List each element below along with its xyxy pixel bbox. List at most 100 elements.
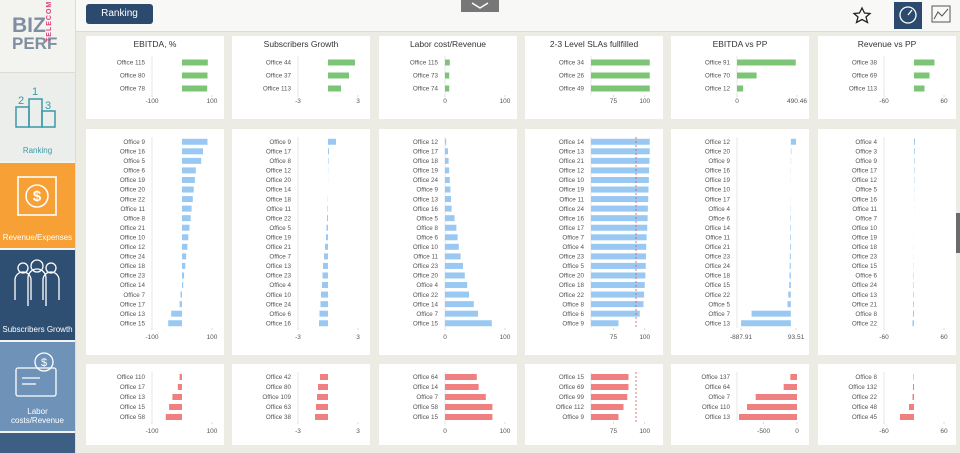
bar: [445, 301, 474, 308]
bar: [445, 291, 469, 298]
category-label: Office 10: [852, 225, 878, 232]
bar: [789, 253, 791, 260]
bar: [914, 157, 915, 164]
x-tick-label: 75: [610, 334, 618, 341]
category-label: Office 16: [413, 206, 439, 213]
category-label: Office 18: [705, 273, 731, 280]
bar: [326, 234, 328, 241]
category-label: Office 5: [269, 225, 291, 232]
bar: [912, 394, 914, 400]
chart-panel: EBITDA, % Office 115 Office 80 Office 78 -10…: [86, 36, 224, 119]
category-label: Office 22: [852, 394, 878, 401]
category-label: Office 5: [708, 301, 730, 308]
bar: [182, 205, 192, 212]
bar: [788, 291, 791, 298]
category-label: Office 19: [559, 187, 585, 194]
category-label: Office 37: [266, 73, 292, 80]
chart-icon[interactable]: [931, 5, 951, 23]
nav-item[interactable]: [0, 433, 75, 453]
category-label: Office 99: [559, 394, 585, 401]
bar: [591, 138, 650, 145]
category-label: Office 12: [266, 168, 292, 175]
category-label: Office 21: [120, 225, 146, 232]
bar: [171, 310, 182, 317]
bar: [168, 320, 182, 327]
x-tick-label: 100: [207, 428, 218, 435]
chart-panel: Office 110 Office 17 Office 13 Office 15 Off…: [86, 364, 224, 445]
x-tick-label: 490.46: [787, 98, 807, 105]
bar: [789, 282, 791, 289]
category-label: Office 11: [559, 196, 584, 203]
chart-title: Revenue vs PP: [858, 39, 917, 49]
nav-item[interactable]: $ Labor costs/Revenue: [0, 342, 75, 431]
svg-text:3: 3: [45, 100, 51, 112]
bar: [445, 384, 479, 390]
category-label: Office 6: [855, 273, 877, 280]
bar: [913, 384, 914, 390]
bar: [445, 272, 465, 279]
bar: [591, 205, 648, 212]
favorite-icon[interactable]: [852, 6, 872, 24]
category-label: Office 15: [852, 263, 878, 270]
category-label: Office 112: [556, 404, 585, 411]
bar: [747, 404, 797, 410]
category-label: Office 16: [120, 149, 146, 156]
bar: [900, 414, 914, 420]
bar: [913, 291, 914, 298]
bar: [790, 374, 797, 380]
toolbar-icons: [461, 0, 951, 29]
top-bar: Ranking: [76, 0, 960, 32]
bar: [591, 282, 645, 289]
category-label: Office 15: [413, 414, 439, 421]
x-tick-label: 60: [940, 428, 948, 435]
bar: [591, 291, 645, 298]
bar: [177, 384, 182, 390]
bar: [182, 262, 186, 269]
category-label: Office 115: [117, 60, 146, 67]
bar: [591, 59, 650, 66]
panel-background: [379, 129, 517, 355]
svg-text:1: 1: [32, 86, 38, 98]
x-tick-label: -60: [879, 98, 889, 105]
chart-title: EBITDA, %: [134, 39, 177, 49]
category-label: Office 19: [705, 177, 731, 184]
bar: [445, 320, 492, 327]
bar: [591, 310, 640, 317]
category-label: Office 4: [562, 244, 584, 251]
people-icon: [14, 259, 60, 306]
bar: [320, 374, 328, 380]
logo: BIZ PERF TELECOM: [0, 0, 75, 73]
category-label: Office 12: [120, 244, 146, 251]
x-tick-label: -100: [145, 334, 158, 341]
nav-item[interactable]: Subscribers Growth: [0, 250, 75, 340]
category-label: Office 14: [413, 301, 439, 308]
category-label: Office 20: [705, 149, 731, 156]
chart-panel: 2-3 Level SLAs fullfilled Office 34 Office…: [525, 36, 663, 119]
bar: [591, 85, 650, 92]
category-label: Office 91: [705, 60, 731, 67]
bar: [914, 85, 925, 92]
category-label: Office 18: [852, 244, 878, 251]
nav-item[interactable]: $ Revenue/Expenses: [0, 163, 75, 248]
category-label: Office 21: [705, 244, 731, 251]
chart-title: Subscribers Growth: [264, 39, 339, 49]
category-label: Office 22: [559, 292, 585, 299]
category-label: Office 10: [705, 187, 731, 194]
svg-text:2: 2: [18, 95, 24, 107]
bar: [445, 205, 452, 212]
chart-panel: Office 42 Office 80 Office 109 Office 63 Off…: [232, 364, 370, 445]
ranking-button[interactable]: Ranking: [86, 4, 153, 24]
bar: [909, 404, 914, 410]
bar: [182, 282, 184, 289]
category-label: Office 80: [120, 73, 146, 80]
x-tick-label: 100: [207, 334, 218, 341]
category-label: Office 8: [855, 311, 877, 318]
category-label: Office 11: [705, 234, 730, 241]
bar: [445, 138, 447, 145]
bar: [445, 176, 450, 183]
collapse-tab[interactable]: [461, 0, 499, 12]
category-label: Office 19: [266, 234, 292, 241]
category-label: Office 49: [559, 86, 585, 93]
category-label: Office 9: [708, 158, 730, 165]
